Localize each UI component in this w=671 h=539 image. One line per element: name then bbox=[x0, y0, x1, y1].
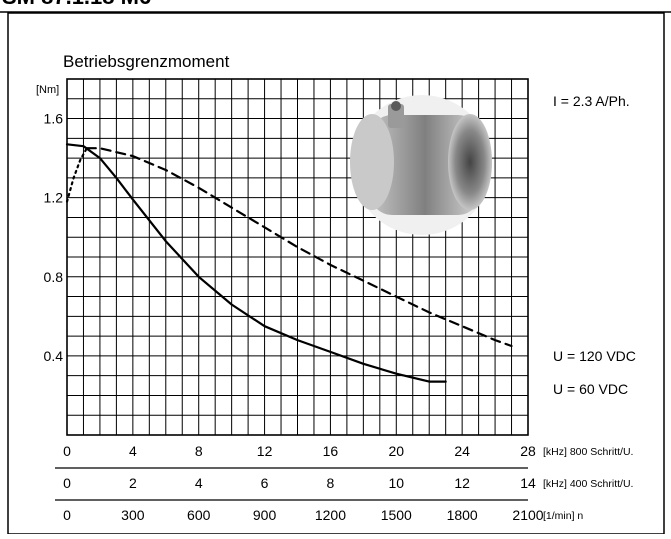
x-tick-label: 4 bbox=[129, 443, 137, 459]
y-tick-label: 1.6 bbox=[44, 111, 64, 127]
x-tick-label: 4 bbox=[195, 475, 203, 491]
x-tick-label: 8 bbox=[327, 475, 335, 491]
x-tick-label: 20 bbox=[388, 443, 404, 459]
current-label: I = 2.3 A/Ph. bbox=[553, 93, 630, 109]
x-tick-label: 24 bbox=[454, 443, 470, 459]
series-line-120vdc bbox=[85, 147, 513, 348]
motor-photo bbox=[350, 95, 492, 235]
plot-border bbox=[66, 78, 529, 436]
x-tick-label: 0 bbox=[63, 507, 71, 523]
x-tick-label: 600 bbox=[187, 507, 211, 523]
x-tick-label: 0 bbox=[63, 443, 71, 459]
x-tick-label: 1800 bbox=[447, 507, 478, 523]
x-axis-unit-label: [kHz] 800 Schritt/U. bbox=[543, 446, 633, 458]
x-tick-label: 1500 bbox=[381, 507, 412, 523]
x-tick-label: 14 bbox=[520, 475, 536, 491]
y-tick-labels: 1.6 1.2 0.8 0.4 bbox=[44, 111, 64, 364]
x-tick-label: 1200 bbox=[315, 507, 346, 523]
series-line-60vdc bbox=[65, 143, 447, 383]
x-tick-label: 2100 bbox=[512, 507, 543, 523]
y-tick-label: 0.4 bbox=[44, 348, 64, 364]
x-tick-label: 12 bbox=[257, 443, 273, 459]
x-tick-label: 2 bbox=[129, 475, 137, 491]
x-tick-label: 12 bbox=[454, 475, 470, 491]
x-tick-label: 300 bbox=[121, 507, 145, 523]
x-tick-label: 8 bbox=[195, 443, 203, 459]
y-tick-label: 0.8 bbox=[44, 269, 64, 285]
x-axis-unit-label: [kHz] 400 Schritt/U. bbox=[543, 478, 633, 490]
x-axis-unit-label: [1/min] n bbox=[543, 510, 583, 522]
x-tick-label: 6 bbox=[261, 475, 269, 491]
series-label-60vdc: U = 60 VDC bbox=[553, 381, 628, 397]
series-layer bbox=[65, 143, 513, 383]
x-tick-label: 28 bbox=[520, 443, 536, 459]
x-tick-label: 10 bbox=[388, 475, 404, 491]
y-axis-unit: [Nm] bbox=[36, 84, 59, 96]
series-line-startup bbox=[65, 147, 88, 203]
y-tick-label: 1.2 bbox=[44, 190, 64, 206]
x-tick-label: 16 bbox=[323, 443, 339, 459]
x-tick-label: 900 bbox=[253, 507, 277, 523]
chart-title: Betriebsgrenzmoment bbox=[63, 52, 230, 71]
series-label-120vdc: U = 120 VDC bbox=[553, 348, 636, 364]
x-axes: 0 4 8 12 16 20 24 28 [kHz] 800 Schritt/U.0 2 4 6 8 10… bbox=[55, 443, 633, 523]
document-title: SM 87.1.18 M6 bbox=[2, 0, 151, 9]
x-tick-label: 0 bbox=[63, 475, 71, 491]
